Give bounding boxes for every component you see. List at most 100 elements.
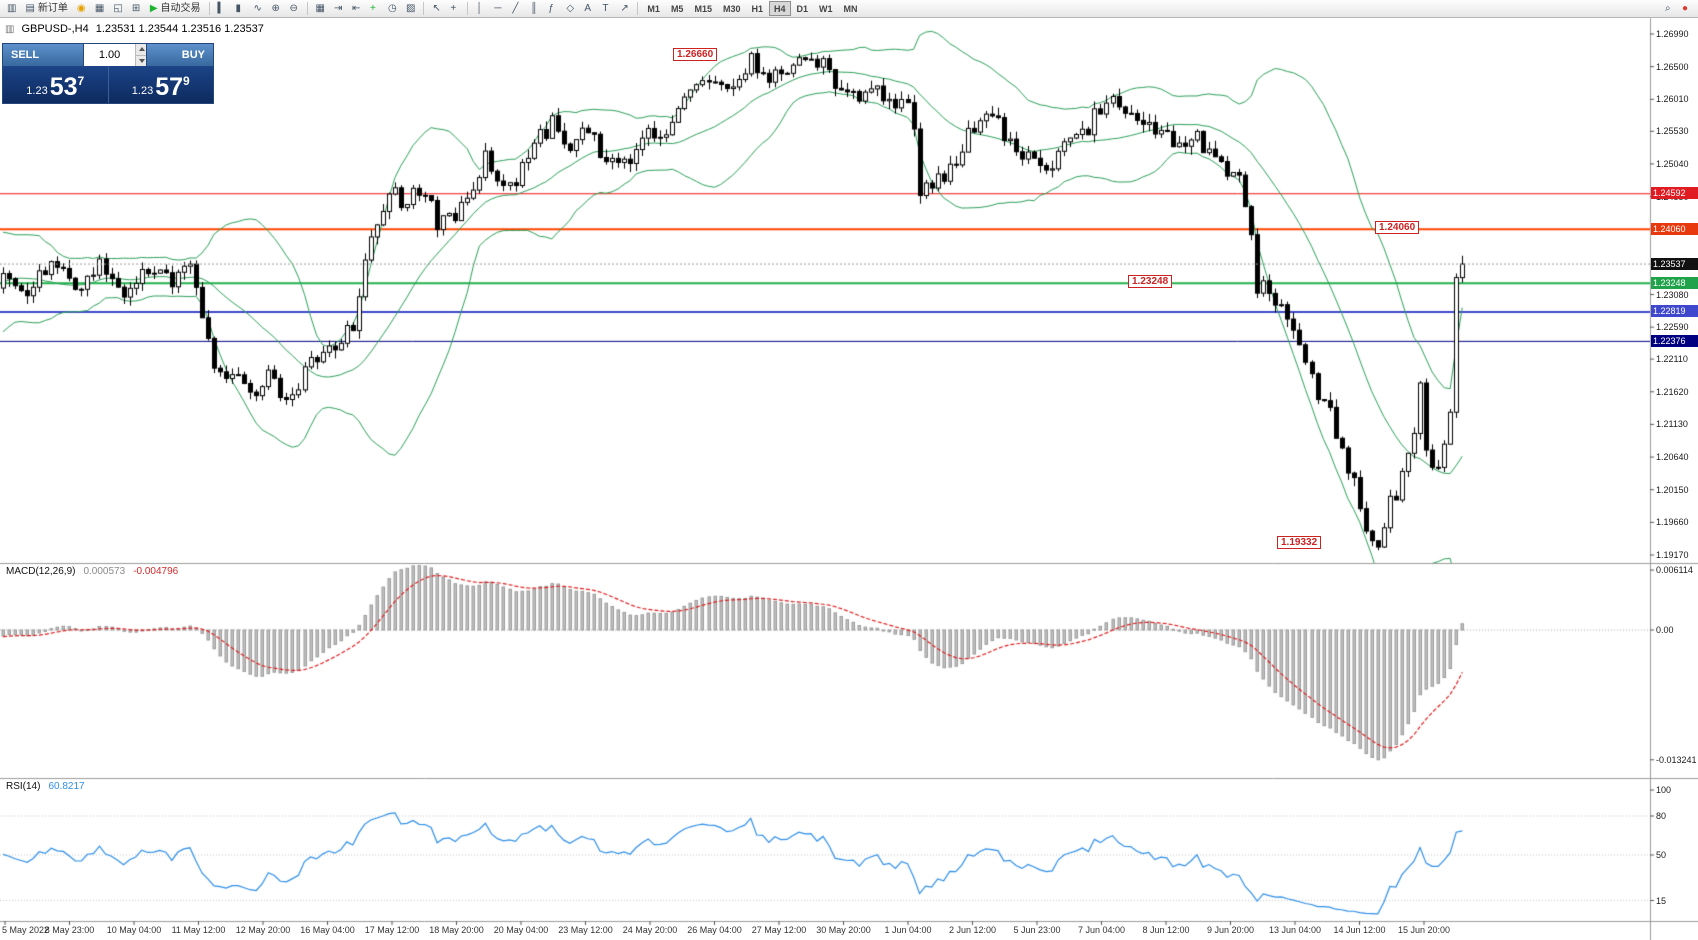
autotrading-button[interactable]: ▶ 自动交易 xyxy=(146,1,205,17)
shapes-icon: ◇ xyxy=(566,3,575,14)
toolbar-separator xyxy=(637,2,639,15)
navigator-icon: ⊞ xyxy=(131,3,141,14)
chart-type-icon: ▥ xyxy=(5,23,15,35)
horizontal-line-button[interactable]: ─ xyxy=(490,1,507,17)
trendline-button[interactable]: ╱ xyxy=(508,1,525,17)
timeframe-m30-button[interactable]: M30 xyxy=(718,1,746,16)
indicators-icon: + xyxy=(369,3,376,14)
sell-button[interactable]: SELL xyxy=(3,44,83,66)
market-watch-button[interactable]: ▦ xyxy=(91,1,108,17)
mql5-community-button[interactable]: ◉ xyxy=(73,1,90,17)
timeframe-h4-button[interactable]: H4 xyxy=(769,1,791,16)
timeframe-buttons: M1 M5 M15 M30 H1 H4 D1 W1 MN xyxy=(642,1,862,16)
chart-shift-button[interactable]: ⇤ xyxy=(348,1,365,17)
text-icon: A xyxy=(584,3,592,14)
zoom-in-button[interactable]: ⊕ xyxy=(268,1,285,17)
ask-big-digits: 57 xyxy=(155,73,184,101)
trade-panel-controls: SELL BUY xyxy=(3,44,213,66)
templates-button[interactable]: ▨ xyxy=(402,1,419,17)
text-label-icon: T xyxy=(602,3,609,14)
indicators-button[interactable]: + xyxy=(366,1,383,17)
ohlc-values: 1.23531 1.23544 1.23516 1.23537 xyxy=(95,23,264,35)
chart-symbol-header: ▥ GBPUSD-,H4 1.23531 1.23544 1.23516 1.2… xyxy=(5,23,264,35)
toolbar-right: ⌕ ● xyxy=(1661,1,1695,17)
bid-prefix: 1.23 xyxy=(26,85,48,97)
text-label-button[interactable]: T xyxy=(598,1,615,17)
periods-button[interactable]: ◷ xyxy=(384,1,401,17)
volume-spinner xyxy=(135,44,146,66)
macd-label: MACD(12,26,9) 0.000573 -0.004796 xyxy=(6,566,178,577)
timeframe-m1-button[interactable]: M1 xyxy=(642,1,665,16)
zoom-out-button[interactable]: ⊖ xyxy=(286,1,303,17)
cursor-icon: ↖ xyxy=(432,3,441,14)
zoom-in-icon: ⊕ xyxy=(271,3,280,14)
autotrading-label: 自动交易 xyxy=(160,3,201,14)
new-order-button[interactable]: ▤ 新订单 xyxy=(21,1,71,17)
timeframe-m5-button[interactable]: M5 xyxy=(666,1,689,16)
text-button[interactable]: A xyxy=(580,1,597,17)
fibonacci-icon: ƒ xyxy=(548,3,554,14)
toolbar-separator xyxy=(306,2,308,15)
auto-scroll-button[interactable]: ⇥ xyxy=(330,1,347,17)
tile-windows-icon: ▦ xyxy=(315,3,325,14)
volume-control xyxy=(83,44,147,66)
arrow-objects-button[interactable]: ↗ xyxy=(616,1,633,17)
arrow-objects-icon: ↗ xyxy=(620,3,629,14)
toolbar-separator xyxy=(423,2,425,15)
horizontal-line-icon: ─ xyxy=(494,3,502,14)
tile-windows-button[interactable]: ▦ xyxy=(312,1,329,17)
bid-price[interactable]: 1.23 53 7 xyxy=(3,66,109,103)
ask-price[interactable]: 1.23 57 9 xyxy=(109,66,214,103)
volume-increase-button[interactable] xyxy=(136,44,146,56)
navigator-button[interactable]: ⊞ xyxy=(128,1,145,17)
ask-prefix: 1.23 xyxy=(131,85,154,97)
market-watch-icon: ▦ xyxy=(94,3,105,14)
toolbar-separator xyxy=(467,2,469,15)
data-window-button[interactable]: ◱ xyxy=(109,1,126,17)
rsi-label: RSI(14) 60.8217 xyxy=(6,781,85,792)
data-window-icon: ◱ xyxy=(113,3,123,14)
autotrading-icon: ▶ xyxy=(149,3,158,14)
macd-name: MACD(12,26,9) xyxy=(6,566,76,577)
cursor-button[interactable]: ↖ xyxy=(428,1,445,17)
bar-chart-icon: ▍ xyxy=(217,3,226,14)
buy-button[interactable]: BUY xyxy=(147,44,213,66)
symbol-period: GBPUSD-,H4 xyxy=(21,23,89,35)
candlestick-chart-icon: ▮ xyxy=(235,3,242,14)
auto-scroll-icon: ⇥ xyxy=(333,3,343,14)
vertical-line-icon: │ xyxy=(476,3,483,14)
macd-signal-value: -0.004796 xyxy=(133,566,179,577)
vertical-line-button[interactable]: │ xyxy=(472,1,489,17)
volume-input[interactable] xyxy=(84,44,136,66)
crosshair-button[interactable]: + xyxy=(446,1,463,17)
equidistant-channel-button[interactable]: ║ xyxy=(526,1,543,17)
bid-pip-digit: 7 xyxy=(77,74,85,88)
trade-panel-prices: 1.23 53 7 1.23 57 9 xyxy=(3,66,213,103)
new-chart-icon: ▥ xyxy=(7,3,17,14)
new-chart-button[interactable]: ▥ xyxy=(3,1,20,17)
trendline-icon: ╱ xyxy=(512,3,519,14)
candlestick-chart-button[interactable]: ▮ xyxy=(232,1,249,17)
ask-pip-digit: 9 xyxy=(183,74,190,88)
timeframe-d1-button[interactable]: D1 xyxy=(792,1,814,16)
toolbar: ▥ ▤ 新订单 ◉ ▦ ◱ ⊞ ▶ 自动交易 ▍ ▮ ∿ ⊕ ⊖ ▦ ⇥ ⇤ + ◷ ▨ ↖ + │ ─ ╱ ║ ƒ ◇ A T ↗ M1 M… xyxy=(0,0,1698,18)
timeframe-w1-button[interactable]: W1 xyxy=(814,1,838,16)
shapes-button[interactable]: ◇ xyxy=(562,1,579,17)
toolbar-buttons: ▥ ▤ 新订单 ◉ ▦ ◱ ⊞ ▶ 自动交易 ▍ ▮ ∿ ⊕ ⊖ ▦ ⇥ ⇤ + ◷ ▨ ↖ + │ ─ ╱ ║ ƒ ◇ A T ↗ xyxy=(3,1,641,17)
search-icon: ⌕ xyxy=(1665,3,1671,14)
volume-decrease-button[interactable] xyxy=(136,55,146,66)
bar-chart-button[interactable]: ▍ xyxy=(214,1,231,17)
search-button[interactable]: ⌕ xyxy=(1661,1,1678,17)
periods-icon: ◷ xyxy=(387,3,397,14)
notification-button[interactable]: ● xyxy=(1678,1,1695,17)
timeframe-m15-button[interactable]: M15 xyxy=(689,1,717,16)
bid-big-digits: 53 xyxy=(49,73,78,101)
zoom-out-icon: ⊖ xyxy=(289,3,298,14)
fibonacci-button[interactable]: ƒ xyxy=(544,1,561,17)
timeframe-h1-button[interactable]: H1 xyxy=(746,1,768,16)
line-chart-button[interactable]: ∿ xyxy=(250,1,267,17)
timeframe-mn-button[interactable]: MN xyxy=(839,1,863,16)
toolbar-separator xyxy=(208,2,210,15)
